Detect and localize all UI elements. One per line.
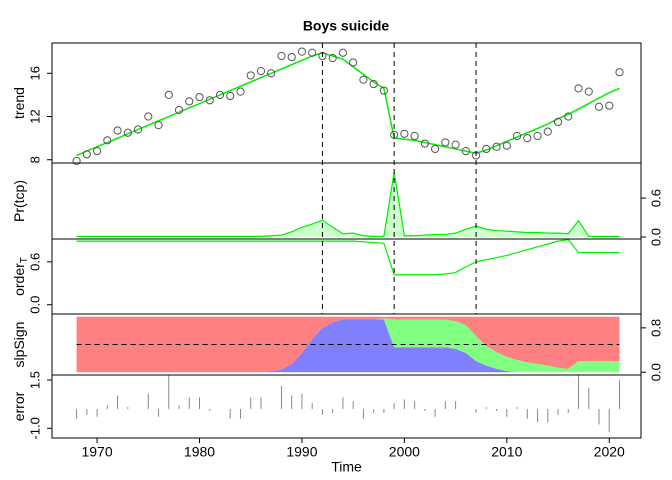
observation-point (133, 125, 143, 134)
observation-point (605, 101, 614, 110)
y-tick-label: 0.6 (27, 253, 42, 271)
order-line (76, 239, 620, 276)
chart-title: Boys suicide (303, 18, 390, 34)
observation-point (349, 58, 358, 67)
observation-point (512, 131, 522, 141)
observation-point (400, 129, 409, 138)
observation-point (369, 79, 378, 89)
observation-point (236, 87, 245, 96)
x-tick-label: 2000 (389, 444, 420, 460)
probability-area (76, 172, 620, 238)
y-axis-label-text: Pr(tcp) (11, 180, 27, 222)
observation-point (123, 128, 132, 137)
observation-point (379, 86, 388, 95)
observation-point (482, 144, 491, 154)
y-axis-label: error (11, 391, 27, 421)
x-tick-label: 2020 (594, 444, 625, 460)
panel (76, 239, 620, 276)
panel (72, 47, 624, 165)
observation-point (205, 96, 214, 105)
x-tick-label: 1980 (184, 444, 215, 460)
panel-box (51, 162, 642, 240)
y-axis-label-text: trend (11, 87, 27, 119)
y-axis-label: slpSign (11, 322, 27, 368)
y-tick-label: 0.0 (648, 228, 663, 246)
observation-point (410, 131, 419, 141)
observation-point (338, 48, 348, 57)
panel (76, 375, 620, 433)
x-tick-label: 1970 (81, 444, 112, 460)
probability-line (76, 171, 620, 238)
observation-point (277, 51, 286, 61)
panel-box (51, 374, 642, 439)
y-axis-label-text: slpSign (11, 322, 27, 368)
observation-point (584, 87, 593, 96)
observation-point (82, 150, 91, 159)
observation-point (543, 127, 552, 136)
observation-point (246, 71, 255, 80)
observation-point (461, 147, 470, 156)
observation-point (92, 147, 102, 156)
observation-point (492, 142, 501, 151)
observation-point (103, 136, 112, 145)
observation-point (287, 52, 296, 62)
observation-point (420, 139, 429, 148)
sign-layer (76, 316, 620, 373)
observation-point (144, 112, 153, 121)
y-tick-label: 0.8 (648, 319, 663, 337)
observation-point (308, 48, 317, 57)
y-tick-label: 0.0 (27, 296, 42, 314)
observation-point (215, 90, 225, 99)
observation-point (174, 105, 184, 115)
observation-point (297, 47, 307, 56)
panel-box (51, 238, 642, 315)
observation-point (185, 97, 194, 106)
y-tick-label: 16 (27, 66, 42, 80)
observation-point (267, 69, 276, 78)
y-tick-label: 12 (27, 109, 42, 123)
y-axis-label: Pr(tcp) (11, 180, 27, 222)
observation-point (328, 54, 337, 63)
observation-point (359, 75, 368, 84)
observation-point (226, 91, 235, 101)
y-tick-label: 0.6 (648, 189, 663, 207)
sign-layer (76, 319, 620, 373)
sign-layer (76, 318, 620, 373)
observation-point (533, 131, 542, 141)
y-tick-label: 8 (27, 156, 42, 163)
y-tick-label: -1.0 (27, 417, 42, 439)
observation-point (113, 126, 122, 135)
observation-point (441, 138, 450, 147)
trend-line (76, 51, 620, 157)
x-axis-label: Time (331, 459, 362, 475)
observation-point (451, 140, 460, 149)
observation-point (72, 156, 81, 165)
observation-point (195, 92, 204, 102)
observation-point (164, 90, 173, 99)
observation-point (431, 144, 440, 154)
observation-point (523, 134, 532, 143)
y-tick-label: 1.5 (27, 371, 42, 389)
observation-point (502, 141, 511, 150)
observation-point (553, 117, 563, 127)
observation-point (615, 68, 624, 77)
observation-point (154, 121, 163, 130)
y-axis-label: orderT (11, 257, 30, 296)
x-tick-label: 1990 (286, 444, 317, 460)
observation-point (594, 102, 604, 111)
observation-point (256, 67, 266, 76)
panel (76, 316, 620, 373)
observation-point (390, 130, 399, 139)
observation-point (564, 112, 573, 121)
y-axis-label-text: order (11, 263, 27, 296)
panel (76, 171, 620, 238)
x-tick-label: 2010 (491, 444, 522, 460)
y-axis-label-text: error (11, 391, 27, 421)
y-axis-label: trend (11, 87, 27, 119)
observation-point (574, 84, 583, 93)
y-axis-label-subscript: T (19, 257, 30, 263)
y-tick-label: 0.0 (648, 363, 663, 381)
